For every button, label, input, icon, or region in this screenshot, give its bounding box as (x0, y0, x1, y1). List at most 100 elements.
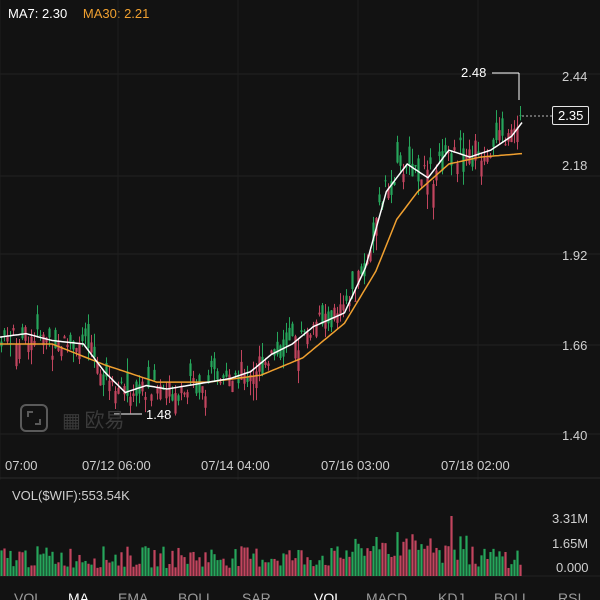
candle-body (108, 380, 111, 392)
volume-bar (234, 549, 237, 576)
candle-body (450, 153, 453, 166)
candle-body (501, 118, 504, 136)
candle-body (21, 327, 24, 339)
candle-body (297, 350, 300, 371)
volume-bar (330, 548, 333, 576)
tab-ema[interactable]: EMA (118, 590, 149, 600)
candle-body (150, 394, 153, 401)
candle-body (144, 396, 147, 400)
candle-body (102, 374, 105, 385)
tab-macd[interactable]: MACD (366, 590, 408, 600)
volume-bar (87, 563, 90, 576)
volume-bar (471, 546, 474, 576)
price-chart[interactable] (0, 0, 600, 480)
volume-bar (387, 553, 390, 576)
candle-body (507, 133, 510, 142)
volume-bar (12, 566, 15, 576)
x-axis-label: 07/18 02:00 (441, 458, 510, 473)
candle-body (45, 337, 48, 343)
volume-bar (396, 532, 399, 576)
volume-bar (213, 554, 216, 576)
volume-bar (444, 545, 447, 576)
candle-body (15, 344, 18, 367)
volume-bar (495, 556, 498, 576)
volume-bar (477, 566, 480, 576)
volume-bar (36, 546, 39, 576)
volume-bar (492, 548, 495, 576)
volume-bar (57, 562, 60, 576)
volume-bar (114, 554, 117, 576)
volume-bar (99, 567, 102, 576)
candle-body (477, 151, 480, 154)
y-axis-label: 2.44 (562, 69, 588, 84)
volume-bar (48, 555, 51, 576)
candle-body (288, 327, 291, 341)
volume-bar (18, 551, 21, 576)
volume-bar (489, 552, 492, 576)
volume-bar (384, 543, 387, 576)
candle-body (516, 127, 519, 143)
candle-body (315, 321, 318, 337)
candle-body (87, 324, 90, 348)
candle-body (348, 302, 351, 307)
candle-body (360, 266, 363, 275)
candle-body (267, 363, 270, 366)
volume-bar (357, 543, 360, 576)
candle-body (471, 157, 474, 167)
tab-ma[interactable]: MA (68, 590, 89, 600)
volume-chart[interactable] (0, 480, 600, 580)
volume-bar (138, 563, 141, 576)
candle-body (393, 182, 396, 185)
candle-body (285, 332, 288, 346)
volume-bar (111, 561, 114, 576)
candle-body (387, 188, 390, 199)
candle-body (54, 329, 57, 349)
ma30-legend: MA30: 2.21 (82, 6, 150, 21)
volume-bar (459, 536, 462, 576)
volume-bar (24, 550, 27, 576)
candle-body (234, 372, 237, 375)
y-axis-label: 1.92 (562, 248, 588, 263)
ma-lines (0, 122, 523, 394)
volume-bar (66, 566, 69, 576)
candle-body (261, 356, 264, 375)
volume-bar (261, 559, 264, 576)
tab-vol[interactable]: VOL (14, 590, 43, 600)
volume-bar (249, 558, 252, 576)
candle-body (252, 375, 255, 384)
volume-bar (78, 554, 81, 576)
candle-body (132, 393, 135, 396)
y-axis-label: 2.18 (562, 158, 588, 173)
volume-bar (348, 556, 351, 576)
candle-body (327, 311, 330, 324)
watermark-text: 欧易 (84, 410, 125, 432)
tab-kdj[interactable]: KDJ (438, 590, 465, 600)
candle-body (216, 371, 219, 380)
candle-body (402, 174, 405, 183)
volume-bar (474, 563, 477, 576)
candle-body (312, 324, 315, 326)
candle-body (429, 157, 432, 164)
tab-boll[interactable]: BOLL (178, 590, 214, 600)
expand-icon[interactable] (20, 404, 48, 432)
tab-vol-sub[interactable]: VOL (314, 590, 343, 600)
exchange-watermark: ▦ 欧易 (62, 404, 124, 433)
tab-sar[interactable]: SAR (242, 590, 271, 600)
indicator-tabs: VOL MA EMA BOLL SAR VOL MACD KDJ BOLL RS… (0, 590, 600, 600)
volume-bar (243, 547, 246, 576)
candle-body (321, 305, 324, 325)
tab-boll-sub[interactable]: BOLL (494, 590, 530, 600)
candle-body (138, 384, 141, 394)
candle-body (309, 334, 312, 338)
volume-bar (159, 553, 162, 576)
candle-body (405, 166, 408, 168)
tab-rsi[interactable]: RSI (558, 590, 582, 600)
volume-bar (33, 565, 36, 576)
candle-body (354, 300, 357, 302)
x-axis-label: 07/12 06:00 (82, 458, 151, 473)
volume-bar (141, 547, 144, 576)
volume-bar (408, 549, 411, 576)
volume-bar (510, 564, 513, 576)
volume-bar (84, 560, 87, 576)
volume-bar (129, 555, 132, 576)
